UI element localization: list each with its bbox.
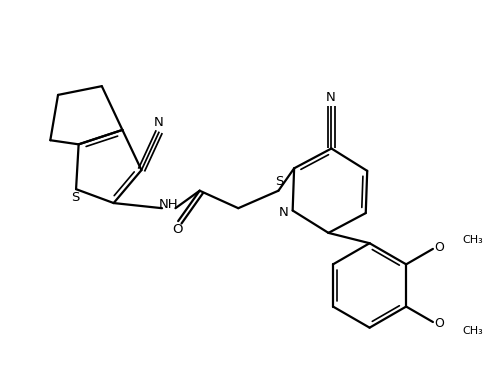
Text: S: S — [275, 175, 283, 188]
Text: N: N — [326, 91, 335, 104]
Text: CH₃: CH₃ — [463, 235, 484, 245]
Text: NH: NH — [158, 198, 178, 211]
Text: CH₃: CH₃ — [463, 326, 484, 336]
Text: S: S — [71, 191, 79, 204]
Text: O: O — [434, 241, 445, 254]
Text: O: O — [434, 317, 445, 330]
Text: N: N — [154, 116, 163, 130]
Text: N: N — [279, 206, 289, 219]
Text: O: O — [172, 223, 183, 236]
